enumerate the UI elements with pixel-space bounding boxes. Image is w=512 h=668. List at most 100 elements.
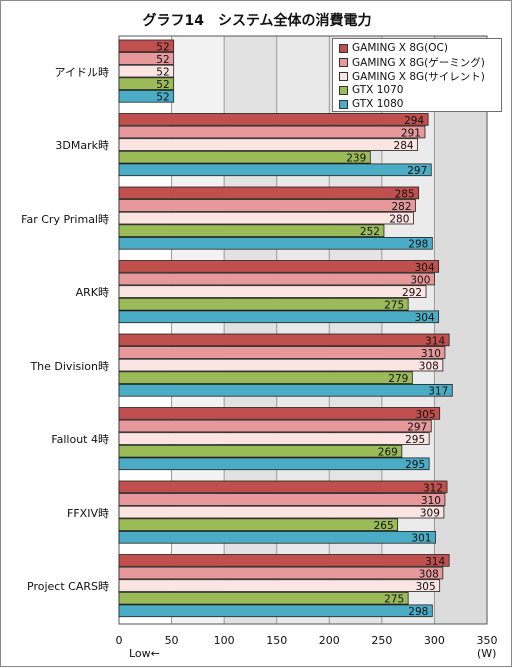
data-label-6-2: 309 bbox=[420, 508, 440, 520]
bar-7-2 bbox=[118, 579, 441, 592]
x-axis-note: Low← bbox=[129, 647, 160, 660]
data-label-4-0: 314 bbox=[425, 335, 445, 347]
x-axis-unit: (W) bbox=[477, 647, 497, 660]
category-label: アイドル時 bbox=[54, 65, 109, 79]
plot-border bbox=[118, 35, 488, 625]
bar-4-3 bbox=[118, 371, 413, 384]
bar-1-3 bbox=[118, 150, 371, 164]
data-label-3-0: 304 bbox=[415, 262, 435, 274]
legend-label: GAMING X 8G(サイレント) bbox=[352, 70, 485, 83]
legend-swatch bbox=[339, 85, 348, 95]
data-label-3-3: 275 bbox=[384, 300, 404, 312]
data-label-7-4: 298 bbox=[408, 606, 428, 618]
bar-6-3 bbox=[118, 518, 399, 531]
plot-band-6 bbox=[434, 36, 487, 624]
legend-swatch bbox=[339, 57, 348, 67]
x-tick-label: 200 bbox=[318, 634, 340, 647]
category-label: ARK時 bbox=[75, 286, 109, 299]
category-label: FFXIV時 bbox=[67, 506, 109, 520]
data-label-1-2: 284 bbox=[394, 140, 414, 152]
data-label-2-3: 252 bbox=[360, 226, 380, 238]
bar-7-3 bbox=[118, 591, 409, 605]
legend-label: GTX 1070 bbox=[352, 84, 404, 96]
bar-3-3 bbox=[118, 297, 409, 311]
bar-6-0 bbox=[118, 480, 448, 494]
bar-6-4 bbox=[118, 531, 436, 544]
data-label-2-2: 280 bbox=[389, 214, 409, 226]
data-label-5-1: 297 bbox=[407, 421, 427, 433]
x-tick-label: 50 bbox=[164, 634, 179, 647]
data-label-0-2: 52 bbox=[156, 67, 169, 79]
category-label: The Division時 bbox=[30, 359, 109, 373]
bar-2-3 bbox=[118, 224, 385, 238]
bar-6-2 bbox=[118, 505, 445, 519]
bar-0-3 bbox=[118, 77, 175, 91]
data-label-2-0: 285 bbox=[395, 188, 415, 200]
chart-title: グラフ14 システム全体の消費電力 bbox=[142, 13, 372, 29]
bar-7-1 bbox=[118, 566, 444, 580]
data-label-6-0: 312 bbox=[423, 482, 443, 494]
data-label-3-2: 292 bbox=[402, 287, 422, 299]
bar-0-0 bbox=[118, 39, 175, 53]
bar-7-4 bbox=[118, 604, 433, 618]
bar-3-0 bbox=[118, 260, 440, 273]
x-tick-label: 300 bbox=[423, 634, 445, 647]
legend-item: GAMING X 8G(サイレント) bbox=[339, 69, 495, 83]
legend-label: GAMING X 8G(ゲーミング) bbox=[352, 56, 485, 69]
bar-3-2 bbox=[118, 285, 427, 298]
legend: GAMING X 8G(OC) GAMING X 8G(ゲーミング) GAMING … bbox=[332, 38, 502, 112]
bar-5-2 bbox=[118, 432, 430, 445]
data-label-7-3: 275 bbox=[384, 594, 404, 606]
bar-5-3 bbox=[118, 444, 403, 458]
x-tick-label: 150 bbox=[266, 634, 288, 647]
category-label: Fallout 4時 bbox=[51, 433, 109, 446]
bar-4-1 bbox=[118, 346, 446, 359]
legend-item: GTX 1070 bbox=[339, 83, 495, 97]
bar-2-0 bbox=[118, 186, 420, 200]
bar-1-0 bbox=[118, 113, 429, 126]
bar-4-4 bbox=[118, 383, 453, 397]
data-label-6-1: 310 bbox=[421, 495, 441, 507]
data-label-5-0: 305 bbox=[416, 409, 436, 421]
bar-3-1 bbox=[118, 272, 435, 286]
data-label-1-0: 294 bbox=[404, 115, 424, 127]
data-label-4-4: 317 bbox=[428, 386, 448, 398]
data-label-3-4: 304 bbox=[415, 312, 435, 324]
data-label-0-1: 52 bbox=[156, 54, 169, 66]
bar-0-4 bbox=[118, 90, 175, 103]
category-label: Project CARS時 bbox=[27, 580, 109, 593]
data-label-1-4: 297 bbox=[407, 165, 427, 177]
bar-1-2 bbox=[118, 138, 419, 151]
data-label-6-4: 301 bbox=[411, 533, 431, 545]
data-label-7-2: 305 bbox=[416, 581, 436, 593]
x-tick-label: 0 bbox=[115, 634, 123, 647]
data-label-2-1: 282 bbox=[391, 201, 411, 213]
x-tick-label: 250 bbox=[371, 634, 393, 647]
bar-5-1 bbox=[118, 419, 432, 433]
data-label-4-3: 279 bbox=[388, 373, 408, 385]
bar-4-2 bbox=[118, 358, 444, 372]
x-tick-label: 350 bbox=[476, 634, 498, 647]
bar-6-1 bbox=[118, 493, 446, 506]
data-label-0-4: 52 bbox=[156, 92, 169, 104]
bar-1-4 bbox=[118, 163, 432, 177]
bar-1-1 bbox=[118, 125, 426, 139]
data-label-6-3: 265 bbox=[374, 520, 394, 532]
bar-2-4 bbox=[118, 236, 433, 250]
legend-label: GAMING X 8G(OC) bbox=[352, 42, 448, 54]
data-label-3-1: 300 bbox=[410, 274, 430, 286]
data-label-2-4: 298 bbox=[408, 239, 428, 251]
data-label-5-2: 295 bbox=[405, 434, 425, 446]
data-label-5-3: 269 bbox=[378, 447, 398, 459]
bar-0-1 bbox=[118, 52, 175, 65]
legend-swatch bbox=[339, 43, 348, 53]
legend-item: GAMING X 8G(ゲーミング) bbox=[339, 55, 495, 69]
legend-label: GTX 1080 bbox=[352, 98, 404, 110]
legend-swatch bbox=[339, 71, 348, 81]
bar-4-0 bbox=[118, 333, 450, 347]
data-label-0-0: 52 bbox=[156, 41, 169, 53]
data-label-1-1: 291 bbox=[401, 127, 421, 139]
legend-swatch bbox=[339, 99, 348, 109]
